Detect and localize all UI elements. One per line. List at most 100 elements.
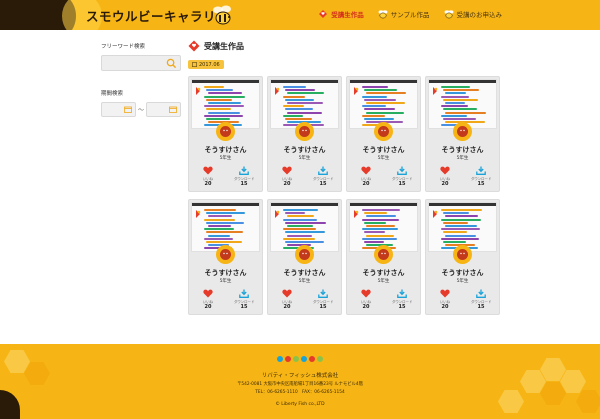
period-label: 期間検索 (101, 91, 124, 97)
download-count: 15 (240, 181, 248, 187)
work-card[interactable]: そうすけさん 5年生 いいね 20 ダウンロード 15 (346, 199, 421, 315)
download-button[interactable]: ダウンロード 15 (471, 289, 491, 310)
work-card[interactable]: そうすけさん 5年生 いいね 20 ダウンロード 15 (346, 76, 421, 192)
hex-decoration (560, 370, 586, 393)
download-label: ダウンロード (313, 177, 334, 181)
heart-diamond-icon (188, 40, 200, 52)
nav-apply[interactable]: 受講のお申込み (444, 9, 503, 19)
bee-icon (378, 10, 388, 19)
author-name: そうすけさん (362, 146, 405, 154)
like-button[interactable]: いいね 20 (277, 166, 297, 187)
nav-label: 受講のお申込み (456, 11, 503, 19)
download-icon (239, 166, 249, 175)
copyright: © Liberty Fish co.,LTD (275, 402, 325, 407)
heart-diamond-icon (319, 10, 328, 18)
download-button[interactable]: ダウンロード 15 (313, 166, 333, 187)
bee-icon (444, 10, 453, 19)
like-count: 20 (283, 181, 291, 187)
author-grade: 5年生 (456, 279, 469, 284)
download-button[interactable]: ダウンロード 15 (313, 289, 333, 310)
date-badge: 2017.06 (188, 60, 224, 69)
company-address: 〒542-0081 大阪市中央区南船場1丁目16番23号 ルナモビル4階 (237, 382, 363, 387)
download-label: ダウンロード (471, 177, 492, 181)
like-button[interactable]: いいね 20 (277, 289, 297, 310)
author-avatar (295, 245, 314, 264)
freeword-search-box (101, 55, 181, 77)
heart-icon (440, 166, 450, 175)
work-card[interactable]: そうすけさん 5年生 いいね 20 ダウンロード 15 (188, 76, 263, 192)
like-button[interactable]: いいね 20 (435, 166, 455, 187)
download-button[interactable]: ダウンロード 15 (471, 166, 491, 187)
nav-label: 受講生作品 (331, 11, 364, 19)
like-label: いいね (281, 177, 293, 181)
nav-label: サンプル作品 (390, 11, 430, 19)
download-count: 15 (319, 304, 327, 310)
like-label: いいね (360, 177, 372, 181)
period-range: 〜 (101, 102, 181, 117)
author-avatar (216, 245, 235, 264)
work-card[interactable]: そうすけさん 5年生 いいね 20 ダウンロード 15 (425, 199, 500, 315)
like-button[interactable]: いいね 20 (435, 289, 455, 310)
download-count: 15 (398, 304, 406, 310)
company-logo-icon (277, 356, 323, 362)
work-card[interactable]: そうすけさん 5年生 いいね 20 ダウンロード 15 (188, 199, 263, 315)
download-button[interactable]: ダウンロード 15 (234, 289, 254, 310)
download-icon (318, 166, 328, 175)
download-count: 15 (319, 181, 327, 187)
date-from-field[interactable] (101, 102, 136, 117)
hex-decoration (24, 362, 50, 385)
freeword-label: フリーワード検索 (101, 44, 146, 50)
date-to-field[interactable] (146, 102, 181, 117)
author-avatar (374, 245, 393, 264)
hex-decoration (4, 350, 30, 373)
search-icon[interactable] (166, 58, 177, 69)
nav-student-works[interactable]: 受講生作品 (318, 9, 364, 19)
like-label: いいね (439, 300, 451, 304)
work-thumbnail[interactable] (428, 79, 497, 129)
download-icon (476, 289, 486, 298)
work-thumbnail[interactable] (349, 202, 418, 252)
download-count: 15 (477, 181, 485, 187)
nav-sample-works[interactable]: サンプル作品 (378, 9, 430, 19)
download-button[interactable]: ダウンロード 15 (392, 166, 412, 187)
hex-decoration (520, 370, 546, 393)
download-button[interactable]: ダウンロード 15 (392, 289, 412, 310)
download-icon (397, 289, 407, 298)
calendar-icon (169, 106, 177, 113)
like-label: いいね (439, 177, 451, 181)
download-label: ダウンロード (234, 300, 255, 304)
work-thumbnail[interactable] (428, 202, 497, 252)
author-grade: 5年生 (219, 156, 232, 161)
like-button[interactable]: いいね 20 (356, 166, 376, 187)
like-count: 20 (283, 304, 291, 310)
hex-decoration (498, 390, 524, 413)
like-button[interactable]: いいね 20 (198, 166, 218, 187)
section-title-row: 受講生作品 (188, 40, 500, 52)
work-card[interactable]: そうすけさん 5年生 いいね 20 ダウンロード 15 (267, 199, 342, 315)
work-card[interactable]: そうすけさん 5年生 いいね 20 ダウンロード 15 (425, 76, 500, 192)
works-grid: そうすけさん 5年生 いいね 20 ダウンロード 15 そうすけさん 5年生 (188, 76, 500, 315)
like-button[interactable]: いいね 20 (356, 289, 376, 310)
like-button[interactable]: いいね 20 (198, 289, 218, 310)
company-name: リバティ・フィッシュ株式会社 (261, 373, 339, 379)
work-thumbnail[interactable] (270, 79, 339, 129)
download-button[interactable]: ダウンロード 15 (234, 166, 254, 187)
download-icon (476, 166, 486, 175)
work-thumbnail[interactable] (270, 202, 339, 252)
page-title: 受講生作品 (204, 41, 244, 51)
heart-icon (203, 166, 213, 175)
download-count: 15 (240, 304, 248, 310)
download-label: ダウンロード (234, 177, 255, 181)
like-label: いいね (360, 300, 372, 304)
author-grade: 5年生 (298, 156, 311, 161)
freeword-input[interactable] (102, 63, 162, 77)
like-count: 20 (441, 181, 449, 187)
author-avatar (216, 122, 235, 141)
like-count: 20 (204, 181, 212, 187)
like-label: いいね (202, 177, 214, 181)
work-card[interactable]: そうすけさん 5年生 いいね 20 ダウンロード 15 (267, 76, 342, 192)
hex-decoration (576, 390, 600, 413)
site-footer: リバティ・フィッシュ株式会社 〒542-0081 大阪市中央区南船場1丁目16番… (0, 344, 600, 419)
author-grade: 5年生 (377, 156, 390, 161)
site-logo-text[interactable]: スモウルビーキャラリー (86, 9, 230, 24)
